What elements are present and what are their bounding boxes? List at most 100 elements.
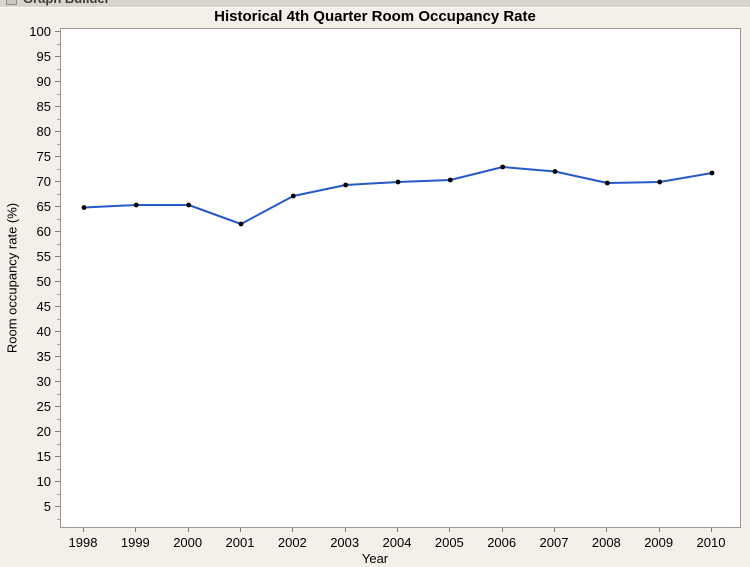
y-axis-tick xyxy=(55,31,60,32)
y-axis-tick xyxy=(55,231,60,232)
y-tick-label: 80 xyxy=(36,123,51,139)
plot-area[interactable] xyxy=(60,28,741,528)
y-axis-tick xyxy=(55,106,60,107)
x-axis-tick xyxy=(187,528,189,532)
y-axis-minor-tick xyxy=(57,93,60,95)
data-point-marker[interactable] xyxy=(395,179,401,185)
x-tick-label: 2010 xyxy=(696,535,726,550)
x-axis-tick xyxy=(606,528,608,532)
x-axis-tick xyxy=(292,528,294,532)
x-tick-label: 1998 xyxy=(68,535,98,550)
x-tick-label: 2001 xyxy=(225,535,255,550)
x-tick-label: 2004 xyxy=(382,535,412,550)
data-point-marker[interactable] xyxy=(238,221,244,227)
data-point-marker[interactable] xyxy=(447,177,453,183)
y-axis-title: Room occupancy rate (%) xyxy=(4,202,20,354)
y-axis-tick xyxy=(55,56,60,57)
y-axis-minor-tick xyxy=(57,368,60,370)
y-axis-minor-tick xyxy=(57,318,60,320)
y-tick-label: 100 xyxy=(29,23,51,39)
data-point-marker[interactable] xyxy=(343,182,349,188)
y-axis-minor-tick xyxy=(57,43,60,45)
x-tick-label: 2000 xyxy=(173,535,203,550)
y-axis-minor-tick xyxy=(57,68,60,70)
y-axis-tick xyxy=(55,381,60,382)
data-point-marker[interactable] xyxy=(186,202,192,208)
y-axis-minor-tick xyxy=(57,268,60,270)
y-axis-tick xyxy=(55,456,60,457)
x-axis-tick xyxy=(135,528,137,532)
x-axis-tick xyxy=(397,528,398,532)
x-tick-label: 2008 xyxy=(591,535,621,550)
y-axis-minor-tick xyxy=(57,393,60,395)
y-tick-label: 95 xyxy=(36,48,51,64)
y-axis-minor-tick xyxy=(57,418,60,420)
y-axis-minor-tick xyxy=(57,193,60,195)
data-point-marker[interactable] xyxy=(290,193,296,199)
data-point-marker[interactable] xyxy=(657,179,663,185)
y-axis-minor-tick xyxy=(57,168,60,170)
y-tick-label: 45 xyxy=(36,298,51,314)
y-axis-tick xyxy=(55,181,60,182)
line-chart-canvas xyxy=(81,164,715,227)
y-axis-tick xyxy=(55,406,60,407)
y-tick-label: 10 xyxy=(36,473,51,489)
data-point-marker[interactable] xyxy=(133,202,139,208)
x-tick-label: 1999 xyxy=(120,535,150,550)
y-axis-tick xyxy=(55,256,60,257)
y-axis-minor-tick xyxy=(57,518,60,520)
y-axis-minor-tick xyxy=(57,343,60,345)
x-axis-tick xyxy=(449,528,451,532)
y-tick-label: 50 xyxy=(36,273,51,289)
x-tick-label: 2005 xyxy=(434,535,464,550)
y-axis-minor-tick xyxy=(57,218,60,220)
y-axis-tick xyxy=(55,306,60,307)
disclosure-triangle-icon[interactable] xyxy=(6,0,17,5)
outline-title: Graph Builder xyxy=(23,0,110,6)
x-axis-tick xyxy=(658,528,660,532)
data-point-marker[interactable] xyxy=(552,169,558,174)
x-axis-tick xyxy=(711,528,712,532)
y-tick-label: 30 xyxy=(36,373,51,389)
y-tick-label: 35 xyxy=(36,348,51,364)
y-tick-label: 15 xyxy=(36,448,51,464)
y-axis-tick xyxy=(55,206,60,207)
outline-header[interactable]: Graph Builder xyxy=(0,0,750,8)
y-tick-label: 85 xyxy=(36,98,51,114)
y-axis-minor-tick xyxy=(57,468,60,470)
chart-title: Historical 4th Quarter Room Occupancy Ra… xyxy=(214,8,536,25)
y-axis-tick xyxy=(55,431,60,432)
y-axis-minor-tick xyxy=(57,443,60,445)
data-point-marker[interactable] xyxy=(81,205,87,210)
y-axis-minor-tick xyxy=(57,493,60,495)
data-point-marker[interactable] xyxy=(500,164,506,170)
x-tick-label: 2003 xyxy=(330,535,360,550)
y-tick-label: 5 xyxy=(43,498,51,514)
y-tick-label: 75 xyxy=(36,148,51,164)
y-tick-label: 40 xyxy=(36,323,51,339)
y-axis-minor-tick xyxy=(57,243,60,245)
x-tick-label: 2007 xyxy=(539,535,569,550)
y-axis-tick xyxy=(55,156,60,157)
y-tick-label: 70 xyxy=(36,173,51,189)
y-tick-label: 90 xyxy=(36,73,51,89)
y-axis-tick xyxy=(55,131,60,132)
y-axis-minor-tick xyxy=(57,118,60,120)
y-tick-label: 65 xyxy=(36,198,51,214)
x-tick-label: 2002 xyxy=(277,535,307,550)
x-tick-label: 2009 xyxy=(644,535,674,550)
y-tick-label: 20 xyxy=(36,423,51,439)
y-tick-label: 25 xyxy=(36,398,51,414)
x-axis-tick xyxy=(240,528,241,532)
occupancy-trend-line xyxy=(83,166,713,225)
data-point-marker[interactable] xyxy=(604,180,610,186)
y-axis-tick xyxy=(55,281,60,282)
y-tick-label: 55 xyxy=(36,248,51,264)
x-axis-tick xyxy=(344,528,346,532)
y-tick-label: 60 xyxy=(36,223,51,239)
y-axis-tick xyxy=(55,331,60,332)
data-point-marker[interactable] xyxy=(709,170,715,176)
y-axis-minor-tick xyxy=(57,143,60,145)
y-axis-tick xyxy=(55,506,60,507)
